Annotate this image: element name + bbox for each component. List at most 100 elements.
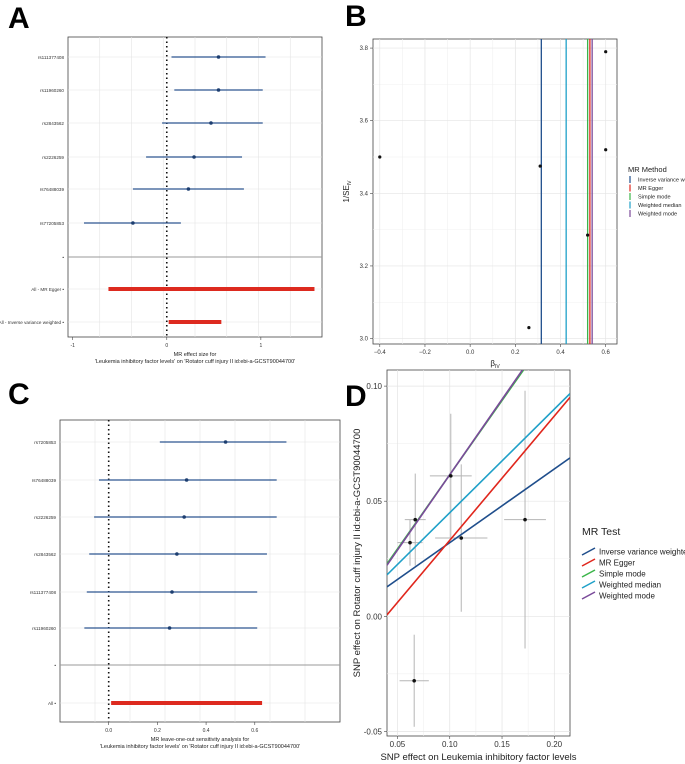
d-point: [408, 540, 412, 545]
b-xtick-label: −0.2: [419, 350, 432, 356]
a-summary-label: All - MR Egger •: [31, 287, 64, 292]
c-snp-label: rs7205853: [34, 440, 56, 445]
c-snp-point: [182, 515, 186, 519]
c-xtick-label: 0.4: [203, 728, 210, 734]
b-panel-border: [372, 38, 618, 345]
b-xtick-label: −0.4: [374, 350, 387, 356]
c-snp-label: rs11960260: [32, 626, 56, 631]
b-point: [586, 233, 590, 237]
d-method-line: [387, 396, 570, 616]
a-snp-label: rs76488039: [40, 187, 65, 192]
a-snp-label: rs11960260: [40, 88, 64, 93]
b-legend-label: Weighted median: [638, 203, 681, 209]
c-snp-point: [223, 440, 228, 444]
c-snp-label: rs2843562: [34, 552, 56, 557]
d-legend-label: Inverse variance weighted: [599, 548, 685, 557]
b-xtick-label: 0.2: [511, 350, 520, 356]
d-ylabel: SNP effect on Rotator cuff injury II id:…: [352, 429, 363, 678]
b-legend-label: MR Egger: [638, 186, 663, 192]
a-snp-point: [192, 155, 196, 159]
c-xtick-label: 0.2: [154, 728, 161, 734]
panel-label-d: D: [345, 380, 367, 413]
c-snp-point: [170, 590, 174, 594]
c-snp-point: [184, 478, 189, 482]
b-point: [378, 155, 382, 159]
a-snp-point: [209, 121, 213, 125]
b-legend-label: Weighted mode: [638, 212, 677, 218]
d-point: [448, 474, 453, 478]
d-point: [413, 517, 418, 522]
d-method-line: [387, 457, 570, 588]
a-snp-label: rs111377408: [38, 55, 65, 60]
d-legend-key: [581, 558, 596, 567]
a-snp-label: rs2843562: [42, 121, 64, 126]
d-xlabel: SNP effect on Leukemia inhibitory factor…: [380, 752, 576, 763]
a-xlabel-line1: MR effect size for: [174, 352, 217, 358]
d-plot-area: [387, 370, 570, 727]
c-xlabel-line1: MR leave-one-out sensitivity analysis fo…: [151, 737, 250, 743]
c-snp-point: [175, 552, 179, 556]
c-xtick-label: 0.6: [251, 728, 258, 734]
d-xtick-label: 0.20: [547, 740, 563, 749]
a-snp-label: rs2226259: [42, 155, 64, 160]
a-snp-point: [186, 187, 191, 191]
b-point: [527, 326, 531, 330]
c-snp-label: rs76488039: [32, 478, 57, 483]
b-point: [538, 164, 542, 168]
d-legend-key: [581, 591, 596, 600]
b-ylabel: 1/SEIV: [342, 180, 353, 203]
d-xtick-label: 0.10: [442, 740, 458, 749]
a-xtick-label: 0: [165, 343, 168, 349]
b-ytick-label: 3.4: [360, 191, 369, 197]
b-ylabel-sub: IV: [347, 180, 353, 185]
d-legend-key: [581, 580, 596, 589]
b-xtick-label: 0.6: [602, 350, 611, 356]
a-xlabel-line2: 'Leukemia inhibitory factor levels' on '…: [95, 359, 295, 365]
b-legend-label: Simple mode: [638, 195, 671, 201]
c-xlabel-line2: 'Leukemia inhibitory factor levels' on '…: [100, 744, 300, 750]
b-point: [604, 148, 608, 152]
panel-label-b: B: [345, 0, 367, 33]
d-point: [412, 678, 416, 683]
a-snp-label: rs77205853: [40, 221, 65, 226]
b-xtick-label: 0.0: [466, 350, 475, 356]
d-ytick-label: -0.05: [364, 727, 383, 736]
d-legend-label: MR Egger: [599, 559, 635, 568]
d-legend-key: [581, 569, 596, 578]
d-point: [459, 536, 464, 540]
b-legend-label: Inverse variance weighted: [638, 178, 685, 184]
a-snp-point: [216, 88, 221, 92]
d-panel-border: [386, 369, 571, 737]
b-legend-title: MR Method: [628, 165, 667, 174]
a-snp-point: [131, 221, 135, 225]
a-snp-point: [216, 55, 221, 59]
c-snp-label: rs2226259: [34, 515, 56, 520]
c-summary-label: All •: [48, 701, 56, 706]
d-legend-label: Weighted median: [599, 581, 661, 590]
b-ytick-label: 3.8: [360, 46, 369, 52]
a-summary-label: All - Inverse variance weighted •: [0, 320, 64, 325]
b-ytick-label: 3.0: [360, 337, 369, 343]
panel-label-c: C: [8, 378, 30, 411]
d-ytick-label: 0.00: [366, 612, 382, 621]
d-ytick-label: 0.05: [366, 497, 382, 506]
d-legend-label: Simple mode: [599, 570, 646, 579]
c-xtick-label: 0.0: [105, 728, 112, 734]
b-xlabel-sub: IV: [495, 364, 500, 370]
c-snp-point: [167, 626, 172, 630]
b-ytick-label: 3.2: [360, 264, 369, 270]
d-ytick-label: 0.10: [366, 382, 382, 391]
d-legend-key: [581, 547, 596, 556]
a-xtick-label: -1: [70, 343, 75, 349]
c-sep-tick: •: [54, 663, 56, 668]
b-xlabel: βIV: [490, 359, 500, 370]
b-ytick-label: 3.6: [360, 119, 369, 125]
a-xtick-label: 1: [259, 343, 262, 349]
d-legend-title: MR Test: [582, 526, 620, 538]
d-legend-label: Weighted mode: [599, 592, 655, 601]
a-sep-tick: •: [62, 255, 64, 260]
d-xtick-label: 0.05: [390, 740, 406, 749]
b-point: [604, 50, 608, 54]
b-xtick-label: 0.4: [556, 350, 565, 356]
